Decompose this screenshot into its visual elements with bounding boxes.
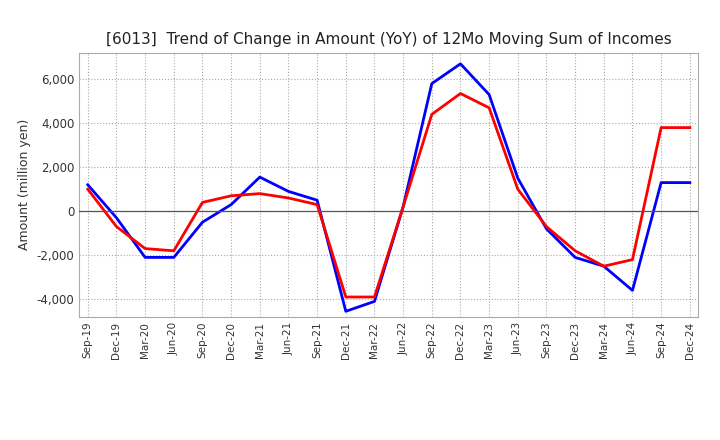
Ordinary Income xyxy=(370,299,379,304)
Ordinary Income xyxy=(227,202,235,207)
Ordinary Income xyxy=(628,288,636,293)
Ordinary Income xyxy=(657,180,665,185)
Net Income xyxy=(312,202,321,207)
Ordinary Income xyxy=(312,198,321,203)
Net Income xyxy=(169,248,178,253)
Net Income xyxy=(542,224,551,229)
Ordinary Income xyxy=(169,255,178,260)
Net Income xyxy=(256,191,264,196)
Net Income xyxy=(685,125,694,130)
Net Income xyxy=(571,248,580,253)
Net Income xyxy=(284,195,293,201)
Line: Ordinary Income: Ordinary Income xyxy=(88,64,690,312)
Ordinary Income xyxy=(456,61,465,66)
Ordinary Income xyxy=(428,81,436,86)
Ordinary Income xyxy=(685,180,694,185)
Ordinary Income xyxy=(600,264,608,269)
Ordinary Income xyxy=(84,182,92,187)
Ordinary Income xyxy=(399,204,408,209)
Net Income xyxy=(513,187,522,192)
Net Income xyxy=(112,224,121,229)
Net Income xyxy=(341,294,350,300)
Net Income xyxy=(657,125,665,130)
Net Income xyxy=(456,91,465,96)
Net Income xyxy=(628,257,636,262)
Title: [6013]  Trend of Change in Amount (YoY) of 12Mo Moving Sum of Incomes: [6013] Trend of Change in Amount (YoY) o… xyxy=(106,33,672,48)
Ordinary Income xyxy=(571,255,580,260)
Y-axis label: Amount (million yen): Amount (million yen) xyxy=(18,119,31,250)
Net Income xyxy=(399,204,408,209)
Ordinary Income xyxy=(485,92,493,97)
Ordinary Income xyxy=(542,226,551,231)
Net Income xyxy=(141,246,150,251)
Net Income xyxy=(84,187,92,192)
Ordinary Income xyxy=(198,220,207,225)
Ordinary Income xyxy=(256,174,264,180)
Net Income xyxy=(227,193,235,198)
Net Income xyxy=(428,112,436,117)
Net Income xyxy=(370,294,379,300)
Net Income xyxy=(198,200,207,205)
Ordinary Income xyxy=(112,215,121,220)
Ordinary Income xyxy=(141,255,150,260)
Line: Net Income: Net Income xyxy=(88,94,690,297)
Ordinary Income xyxy=(341,309,350,314)
Ordinary Income xyxy=(513,176,522,181)
Ordinary Income xyxy=(284,189,293,194)
Net Income xyxy=(600,264,608,269)
Net Income xyxy=(485,105,493,110)
